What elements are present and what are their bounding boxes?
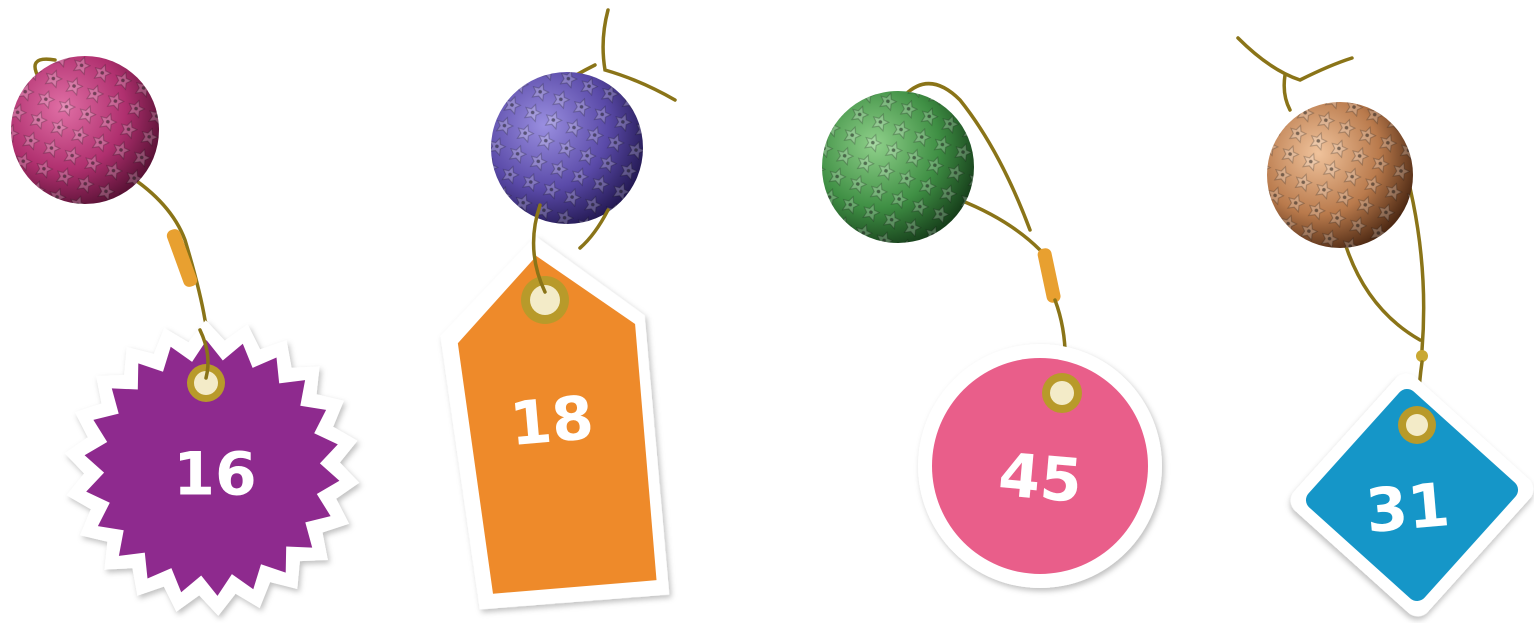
page: 16 18 45 xyxy=(0,0,1534,623)
cord-bead xyxy=(1416,350,1428,362)
virus-texture xyxy=(491,72,643,224)
tag-number: 18 xyxy=(507,383,596,460)
virus-texture xyxy=(11,56,159,204)
virus-texture xyxy=(822,91,974,243)
tag-4: 31 xyxy=(1238,38,1534,622)
virus-texture xyxy=(1267,102,1413,248)
tag-3: 45 xyxy=(822,84,1162,588)
eyelet-hole xyxy=(1406,414,1428,436)
eyelet-hole xyxy=(1050,381,1074,405)
tag-number: 45 xyxy=(996,440,1085,517)
tag-number: 31 xyxy=(1363,470,1452,547)
tag-2: 18 xyxy=(435,10,675,611)
tag-number: 16 xyxy=(173,440,257,510)
cord-sleeve xyxy=(1037,247,1062,304)
illustration: 16 18 45 xyxy=(0,0,1534,623)
tag-1: 16 xyxy=(11,56,359,616)
